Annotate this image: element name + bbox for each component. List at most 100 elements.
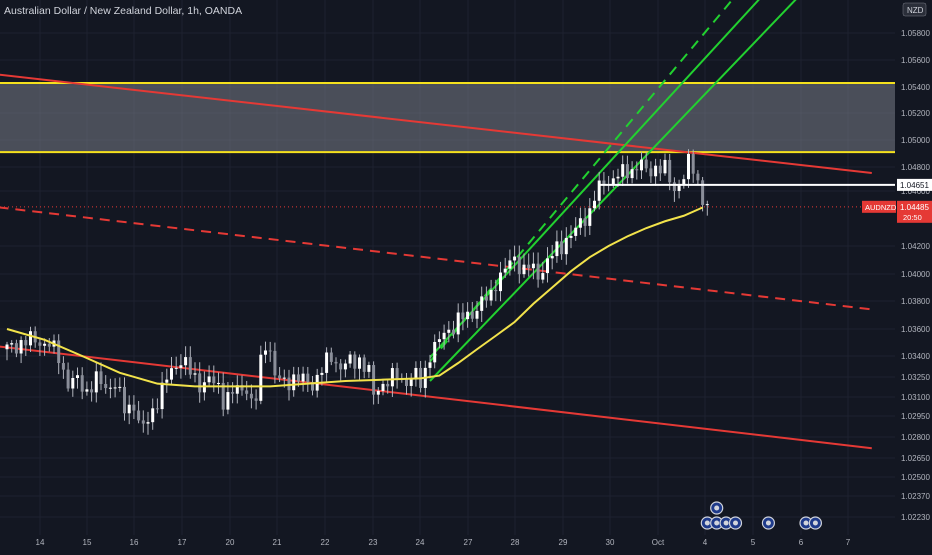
candle-body	[311, 382, 314, 391]
y-tick-label: 1.05000	[901, 136, 930, 145]
candle-body	[663, 159, 667, 174]
candle-body	[217, 382, 220, 384]
y-tick-label: 1.03600	[901, 325, 930, 334]
candle-body	[155, 408, 159, 410]
candle-body	[226, 392, 230, 410]
candle-body	[61, 363, 65, 370]
candle-body	[489, 289, 493, 301]
y-tick-label: 1.04600	[901, 187, 930, 196]
economic-event-icon-core	[714, 520, 720, 526]
candle-body	[43, 343, 47, 346]
candle-body	[320, 372, 324, 375]
candle-body	[80, 375, 84, 392]
candle-body	[264, 350, 267, 355]
candle-body	[90, 389, 94, 393]
candle-body	[484, 296, 488, 301]
candle-body	[442, 332, 446, 340]
candle-body	[522, 264, 526, 275]
candle-body	[24, 340, 28, 346]
y-tick-label: 1.03400	[901, 352, 930, 361]
candle-body	[292, 374, 296, 391]
candle-body	[235, 385, 239, 394]
candle-body	[66, 369, 70, 389]
y-tick-label: 1.05800	[901, 29, 930, 38]
candle-body	[362, 357, 366, 372]
candle-body	[47, 343, 51, 347]
y-tick-label: 1.04000	[901, 270, 930, 279]
x-tick-label: 6	[799, 538, 804, 547]
candle-body	[555, 241, 559, 257]
y-tick-label: 1.03250	[901, 373, 930, 382]
candle-body	[527, 264, 531, 269]
y-tick-label: 1.02370	[901, 492, 930, 501]
candle-body	[701, 180, 705, 205]
candle-body	[306, 373, 310, 383]
x-tick-label: 24	[416, 538, 425, 547]
candle-body	[57, 340, 61, 364]
candle-body	[461, 312, 465, 320]
candle-body	[433, 341, 437, 363]
candle-body	[245, 390, 249, 394]
candle-body	[5, 344, 9, 350]
candle-body	[348, 354, 352, 364]
x-tick-label: 29	[559, 538, 568, 547]
y-tick-label: 1.02230	[901, 513, 930, 522]
candle-body	[14, 343, 18, 354]
y-tick-label: 1.02950	[901, 412, 930, 421]
candle-body	[640, 159, 643, 171]
candle-body	[76, 375, 79, 379]
candle-body	[625, 164, 629, 179]
currency-badge-label: NZD	[907, 6, 924, 15]
x-tick-label: 15	[83, 538, 92, 547]
candle-body	[151, 408, 155, 423]
x-tick-label: 4	[703, 538, 708, 547]
x-tick-label: 22	[321, 538, 330, 547]
y-tick-label: 1.04200	[901, 242, 930, 251]
candle-body	[503, 268, 507, 273]
y-tick-label: 1.05200	[901, 109, 930, 118]
economic-event-icon-core	[723, 520, 729, 526]
countdown-label: 20:50	[903, 213, 922, 222]
candle-body	[705, 204, 709, 206]
x-tick-label: 28	[511, 538, 520, 547]
candle-body	[672, 182, 676, 191]
candle-body	[358, 357, 361, 369]
economic-event-icon-core	[812, 520, 818, 526]
candle-body	[428, 362, 432, 368]
candle-body	[325, 352, 329, 373]
candle-body	[405, 378, 408, 386]
candle-body	[395, 368, 399, 381]
x-tick-label: 14	[36, 538, 45, 547]
candle-body	[193, 373, 197, 375]
candle-body	[583, 218, 587, 226]
candle-body	[146, 422, 150, 424]
candle-body	[19, 340, 23, 354]
candle-body	[353, 354, 357, 369]
candle-body	[85, 389, 89, 392]
candle-body	[536, 263, 540, 280]
trendline-0	[0, 73, 872, 174]
candle-body	[137, 410, 141, 421]
y-tick-label: 1.03800	[901, 297, 930, 306]
candle-body	[104, 384, 108, 389]
candle-body	[668, 159, 672, 183]
candle-body	[170, 368, 173, 380]
candle-body	[123, 386, 126, 414]
level-price-label: 1.04651	[900, 181, 929, 190]
x-tick-label: 5	[751, 538, 756, 547]
symbol-label: AUDNZD	[865, 203, 897, 212]
candle-body	[616, 176, 620, 179]
x-tick-label: 27	[464, 538, 473, 547]
candle-body	[654, 165, 658, 177]
y-tick-label: 1.02650	[901, 454, 930, 463]
candle-body	[259, 354, 263, 401]
symbol-tag	[862, 200, 896, 213]
candle-body	[221, 382, 225, 410]
channel-line-3	[429, 0, 760, 359]
candle-body	[287, 377, 291, 391]
candle-body	[687, 153, 690, 180]
y-tick-label: 1.03100	[901, 393, 930, 402]
candle-body	[329, 352, 333, 362]
